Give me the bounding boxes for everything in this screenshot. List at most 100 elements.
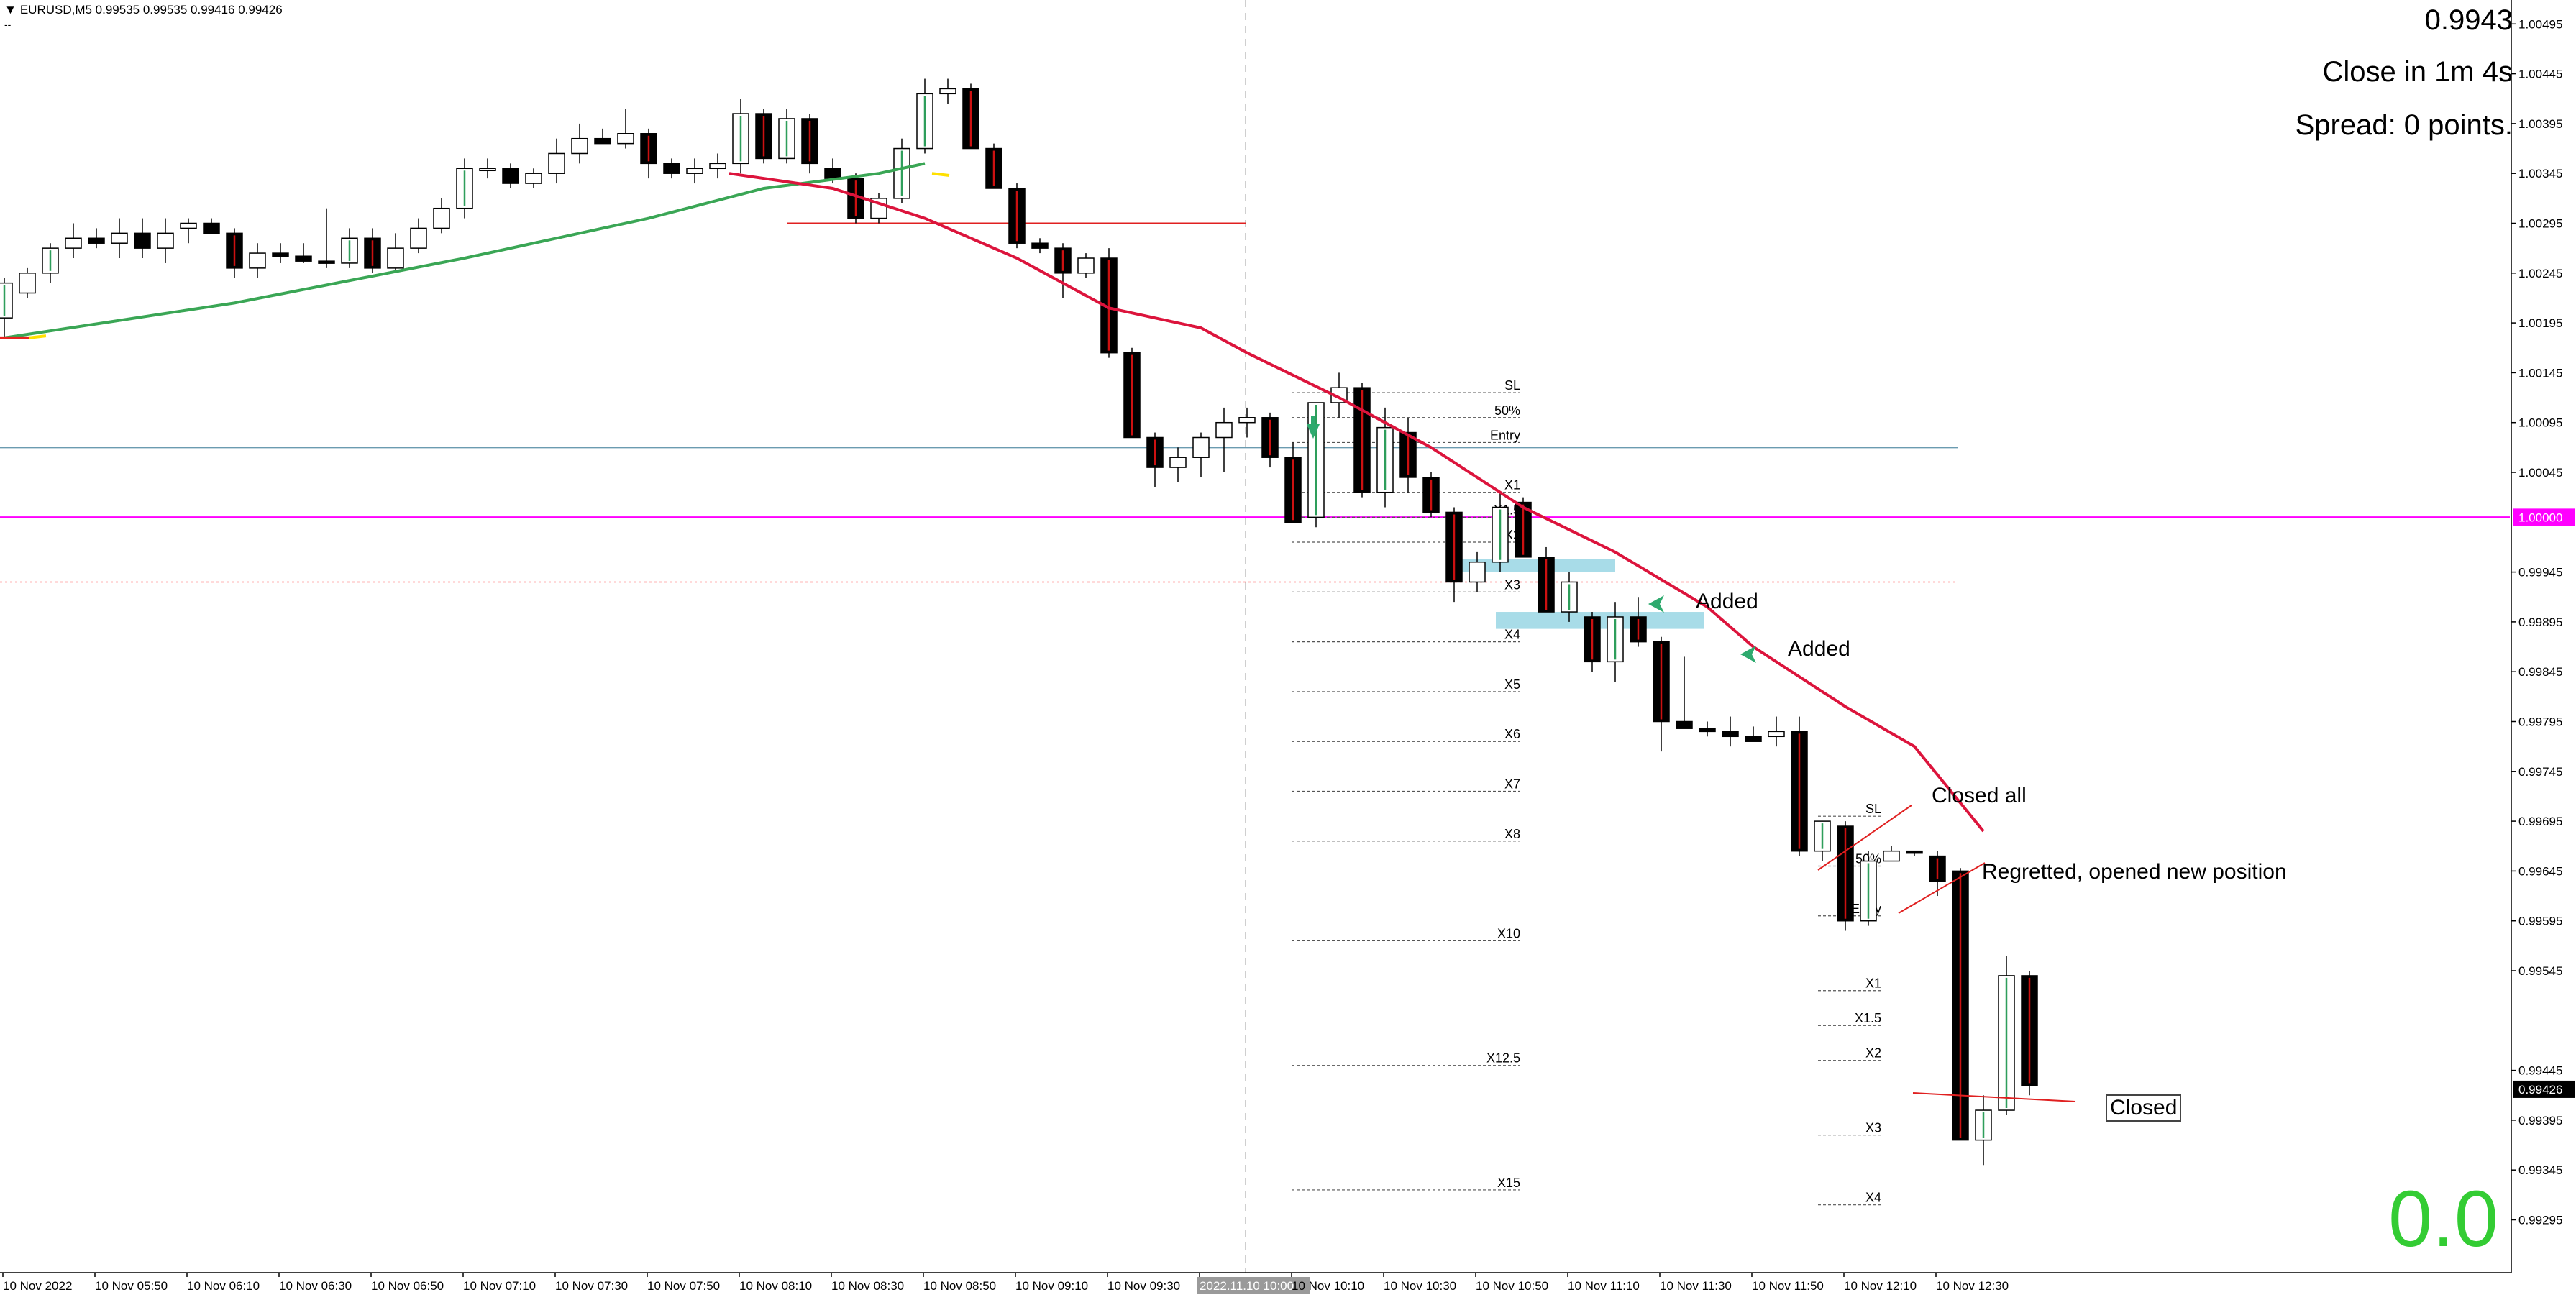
candle[interactable] <box>1975 1095 1992 1166</box>
candle-body <box>617 133 634 145</box>
candle-body <box>525 173 542 184</box>
candle[interactable] <box>801 114 818 174</box>
candle[interactable] <box>1768 716 1785 747</box>
candle[interactable] <box>203 218 220 234</box>
candle[interactable] <box>778 109 795 164</box>
moving-average-green[interactable] <box>4 162 926 339</box>
candle[interactable] <box>1883 846 1900 862</box>
fib-level-label: X3 <box>1865 1121 1881 1135</box>
candle[interactable] <box>410 218 427 254</box>
candle[interactable] <box>1192 432 1210 477</box>
candle[interactable] <box>1422 472 1440 518</box>
candle[interactable] <box>134 218 151 259</box>
current-price-tag[interactable] <box>2513 1080 2575 1098</box>
candle[interactable] <box>479 158 496 179</box>
candle[interactable] <box>157 218 174 263</box>
candle[interactable] <box>1100 248 1118 358</box>
candle[interactable] <box>1376 407 1394 508</box>
candle[interactable] <box>88 228 105 249</box>
candle[interactable] <box>640 128 657 179</box>
candle[interactable] <box>1054 243 1072 298</box>
candle[interactable] <box>571 123 588 164</box>
candle[interactable] <box>1492 492 1509 572</box>
candle[interactable] <box>755 109 772 164</box>
candle[interactable] <box>663 158 680 179</box>
candle[interactable] <box>686 158 703 184</box>
candle[interactable] <box>433 198 450 234</box>
candle[interactable] <box>318 208 335 268</box>
candle[interactable] <box>0 278 13 338</box>
candle[interactable] <box>19 267 36 298</box>
candle[interactable] <box>1814 820 1831 861</box>
candle[interactable] <box>1860 851 1877 926</box>
candle-body <box>1883 850 1900 862</box>
candle[interactable] <box>295 243 312 263</box>
candle-close-timer: Close in 1m 4s <box>2322 56 2513 88</box>
candle[interactable] <box>341 228 358 268</box>
candle[interactable] <box>1561 572 1578 622</box>
candle[interactable] <box>1837 821 1854 931</box>
candle[interactable] <box>1584 612 1601 672</box>
candle[interactable] <box>1653 636 1670 752</box>
candle[interactable] <box>65 223 82 259</box>
candle[interactable] <box>939 78 956 104</box>
candle[interactable] <box>985 143 1002 189</box>
candle[interactable] <box>617 109 634 149</box>
candle[interactable] <box>1538 546 1555 613</box>
candle[interactable] <box>1284 442 1302 523</box>
candle-body <box>1238 417 1256 424</box>
candle[interactable] <box>709 153 726 179</box>
candle[interactable] <box>1791 716 1808 856</box>
candle[interactable] <box>1630 597 1647 647</box>
sell-arrow-icon[interactable] <box>1307 424 1320 439</box>
candle[interactable] <box>1008 183 1026 249</box>
candle[interactable] <box>916 78 933 154</box>
candle[interactable] <box>1215 407 1233 472</box>
candle[interactable] <box>456 158 473 219</box>
candle[interactable] <box>732 99 749 174</box>
candle[interactable] <box>249 243 266 278</box>
magenta-price-tag[interactable] <box>2513 508 2575 526</box>
candle[interactable] <box>111 218 128 259</box>
candle[interactable] <box>1998 956 2015 1115</box>
candle[interactable] <box>1469 551 1486 592</box>
candle[interactable] <box>1146 432 1164 487</box>
dropdown-triangle-icon[interactable]: ▼ <box>4 3 17 17</box>
added-zone-1[interactable] <box>1450 559 1615 572</box>
candle[interactable] <box>1607 602 1624 682</box>
candle[interactable] <box>1399 417 1417 493</box>
candle[interactable] <box>1307 402 1325 528</box>
candle[interactable] <box>962 83 979 150</box>
candle[interactable] <box>1699 721 1716 737</box>
candle[interactable] <box>1445 507 1463 603</box>
candle[interactable] <box>2021 971 2038 1096</box>
candle[interactable] <box>1031 238 1049 254</box>
candle[interactable] <box>548 138 565 184</box>
candle[interactable] <box>364 228 381 273</box>
candle[interactable] <box>1077 253 1095 278</box>
candle[interactable] <box>1906 850 1923 856</box>
candle[interactable] <box>180 218 197 244</box>
candle[interactable] <box>1676 656 1693 729</box>
candle[interactable] <box>1722 716 1739 747</box>
candle[interactable] <box>272 243 289 263</box>
candle[interactable] <box>870 193 887 224</box>
candle[interactable] <box>1745 726 1762 742</box>
candle[interactable] <box>502 163 519 188</box>
candle[interactable] <box>1238 407 1256 438</box>
candle[interactable] <box>1261 412 1279 468</box>
candle[interactable] <box>1929 851 1946 897</box>
candle[interactable] <box>525 168 542 188</box>
candle[interactable] <box>226 228 243 278</box>
candle[interactable] <box>1123 347 1141 439</box>
candle[interactable] <box>893 138 910 203</box>
candle[interactable] <box>42 243 59 283</box>
candle[interactable] <box>387 233 404 273</box>
candle[interactable] <box>1353 383 1371 498</box>
moving-average-red[interactable] <box>729 172 1985 833</box>
candle-body <box>824 168 841 179</box>
candle[interactable] <box>594 128 611 145</box>
candle[interactable] <box>1169 447 1187 482</box>
candle[interactable] <box>1952 868 1969 1141</box>
